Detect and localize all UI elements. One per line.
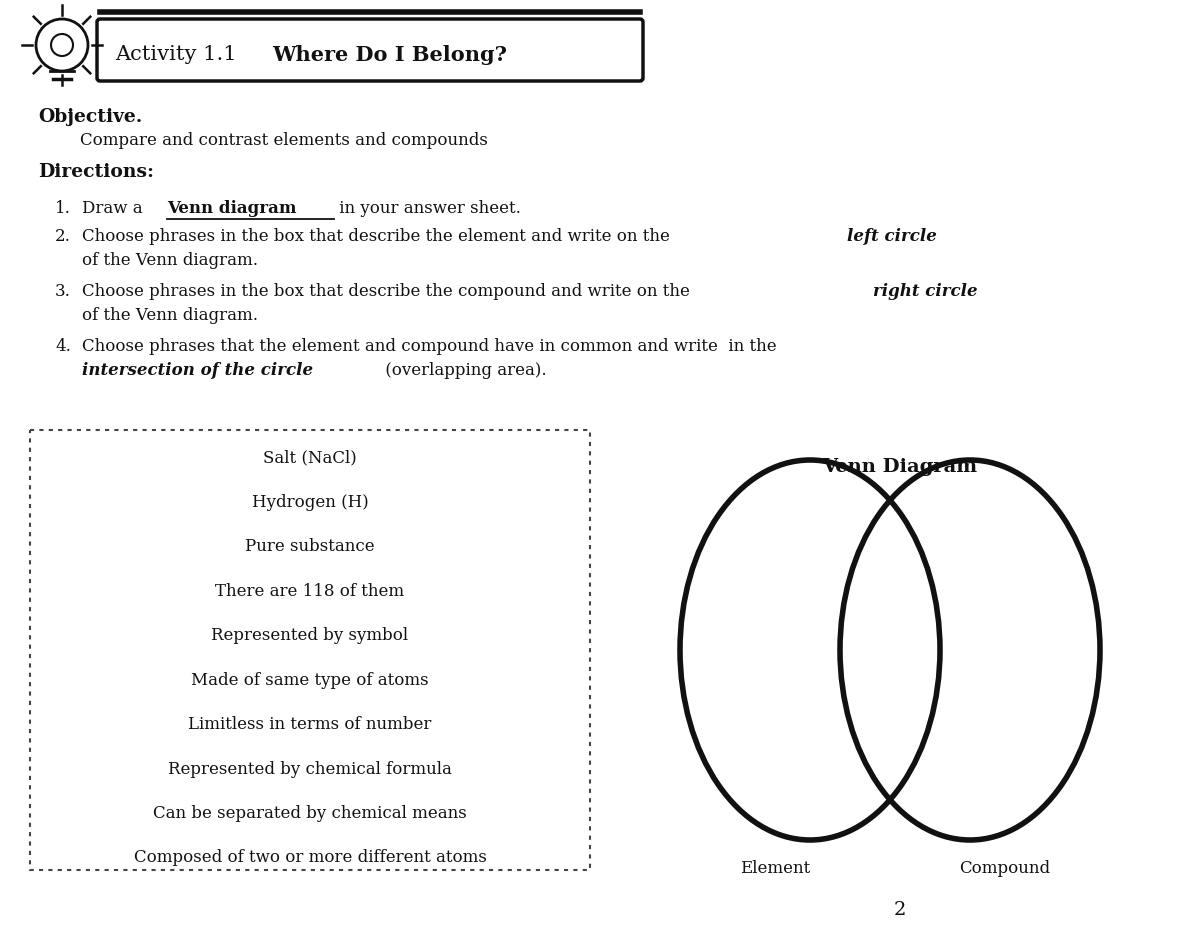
Text: Activity 1.1: Activity 1.1 — [115, 45, 244, 65]
Text: of the Venn diagram.: of the Venn diagram. — [82, 252, 258, 269]
Text: Venn diagram: Venn diagram — [167, 200, 296, 217]
Text: left circle: left circle — [847, 228, 937, 245]
Text: Composed of two or more different atoms: Composed of two or more different atoms — [133, 850, 486, 867]
Text: Made of same type of atoms: Made of same type of atoms — [191, 671, 428, 688]
Text: 2.: 2. — [55, 228, 71, 245]
Text: Where Do I Belong?: Where Do I Belong? — [272, 45, 508, 65]
Text: 1.: 1. — [55, 200, 71, 217]
Text: in your answer sheet.: in your answer sheet. — [334, 200, 521, 217]
Text: Choose phrases in the box that describe the element and write on the: Choose phrases in the box that describe … — [82, 228, 676, 245]
Text: There are 118 of them: There are 118 of them — [216, 583, 404, 600]
Text: intersection of the circle: intersection of the circle — [82, 362, 313, 379]
Text: (overlapping area).: (overlapping area). — [380, 362, 547, 379]
Text: Represented by symbol: Represented by symbol — [211, 627, 408, 644]
Text: Hydrogen (H): Hydrogen (H) — [252, 494, 368, 511]
Text: Compound: Compound — [960, 860, 1050, 877]
Text: 3.: 3. — [55, 283, 71, 300]
Text: Venn Diagram: Venn Diagram — [822, 458, 978, 476]
Text: 2: 2 — [894, 901, 906, 919]
Text: Compare and contrast elements and compounds: Compare and contrast elements and compou… — [80, 132, 488, 149]
Text: 4.: 4. — [55, 338, 71, 355]
Text: Limitless in terms of number: Limitless in terms of number — [188, 716, 432, 733]
Text: Choose phrases that the element and compound have in common and write  in the: Choose phrases that the element and comp… — [82, 338, 782, 355]
Text: Element: Element — [740, 860, 810, 877]
Text: right circle: right circle — [874, 283, 978, 300]
Text: Pure substance: Pure substance — [245, 538, 374, 555]
Text: Directions:: Directions: — [38, 163, 154, 181]
Text: Can be separated by chemical means: Can be separated by chemical means — [154, 805, 467, 822]
Text: of the Venn diagram.: of the Venn diagram. — [82, 307, 258, 324]
Text: Choose phrases in the box that describe the compound and write on the: Choose phrases in the box that describe … — [82, 283, 695, 300]
FancyBboxPatch shape — [97, 19, 643, 81]
Text: Objective.: Objective. — [38, 108, 143, 126]
Text: Represented by chemical formula: Represented by chemical formula — [168, 761, 452, 777]
Text: Draw a: Draw a — [82, 200, 148, 217]
Text: Salt (NaCl): Salt (NaCl) — [263, 450, 356, 467]
Bar — [30, 430, 590, 870]
